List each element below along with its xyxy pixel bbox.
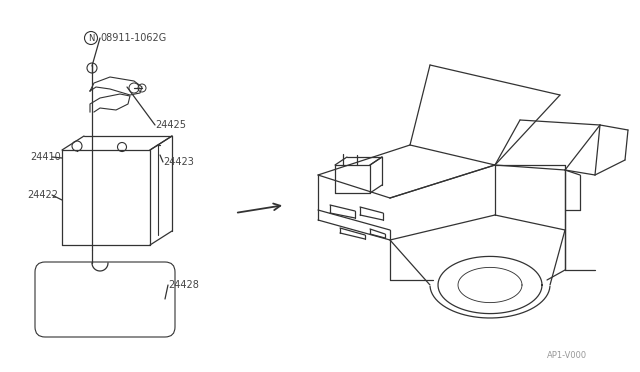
Text: 24428: 24428 xyxy=(168,280,199,290)
Text: 24425: 24425 xyxy=(155,120,186,130)
Text: 24423: 24423 xyxy=(163,157,194,167)
Text: 08911-1062G: 08911-1062G xyxy=(100,33,166,43)
Text: 24422: 24422 xyxy=(27,190,58,200)
Text: 24410: 24410 xyxy=(30,152,61,162)
Text: AP1-V000: AP1-V000 xyxy=(547,350,587,359)
Text: N: N xyxy=(88,33,94,42)
